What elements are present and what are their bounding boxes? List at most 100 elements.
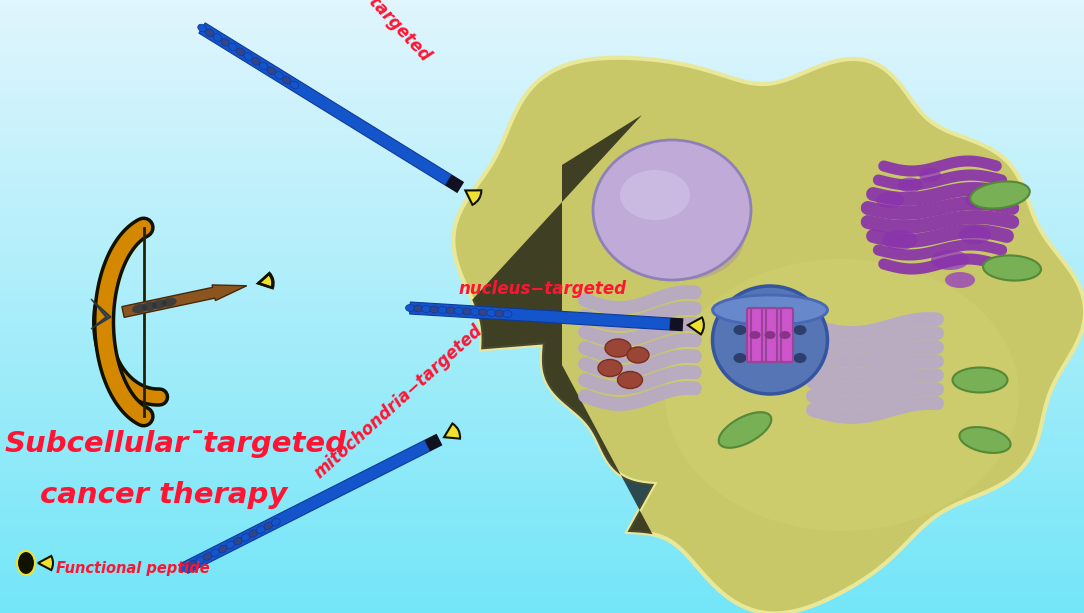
Bar [0,454,1084,458]
Ellipse shape [162,297,177,307]
Ellipse shape [189,560,197,568]
Bar [0,405,1084,409]
Bar [0,524,1084,528]
Bar [0,291,1084,295]
Bar [0,86,1084,90]
Bar [0,126,1084,130]
Ellipse shape [236,48,245,56]
Bar [0,585,1084,590]
Bar [0,110,1084,115]
Bar [0,285,1084,289]
Bar [0,31,1084,35]
Bar [0,92,1084,96]
Ellipse shape [763,325,776,335]
FancyArrow shape [182,440,430,573]
Bar [0,509,1084,513]
Bar [0,518,1084,522]
Bar [0,552,1084,556]
Bar [0,316,1084,320]
FancyArrow shape [425,433,442,451]
Bar [0,257,1084,262]
Bar [0,107,1084,112]
Bar [0,55,1084,59]
FancyBboxPatch shape [777,308,789,362]
Bar [0,426,1084,430]
Bar [0,466,1084,470]
Ellipse shape [749,331,761,339]
Wedge shape [444,424,460,439]
Ellipse shape [919,168,941,182]
Ellipse shape [405,305,414,311]
Bar [0,270,1084,274]
Bar [0,325,1084,329]
Bar [0,147,1084,151]
Bar [0,162,1084,167]
FancyArrow shape [121,285,247,318]
Bar [0,444,1084,449]
Bar [0,337,1084,341]
Ellipse shape [593,140,751,280]
Ellipse shape [219,545,228,552]
Bar [0,500,1084,504]
Bar [0,398,1084,403]
Ellipse shape [206,29,214,37]
Bar [0,123,1084,127]
Ellipse shape [244,53,253,60]
Bar [0,423,1084,427]
Bar [0,211,1084,216]
Ellipse shape [267,67,275,75]
Bar [0,377,1084,381]
Ellipse shape [272,519,281,526]
Bar [0,549,1084,553]
Polygon shape [473,115,654,535]
Bar [0,101,1084,105]
Text: cancer therapy: cancer therapy [40,481,287,509]
FancyBboxPatch shape [751,308,763,362]
Ellipse shape [422,305,430,313]
Bar [0,371,1084,375]
Bar [0,239,1084,243]
Ellipse shape [251,58,260,65]
Polygon shape [91,299,111,329]
Ellipse shape [264,522,273,530]
Wedge shape [688,318,704,335]
Bar [0,279,1084,283]
Bar [0,478,1084,482]
Bar [0,129,1084,133]
Bar [0,362,1084,366]
Ellipse shape [227,541,235,549]
Ellipse shape [664,259,1019,531]
Bar [0,334,1084,338]
Bar [0,205,1084,210]
Bar [0,251,1084,256]
Wedge shape [258,274,272,287]
Ellipse shape [627,347,649,363]
Bar [0,487,1084,492]
Bar [0,196,1084,200]
Bar [0,208,1084,213]
Bar [0,89,1084,93]
Bar [0,588,1084,593]
Bar [0,184,1084,188]
Bar [0,579,1084,584]
Bar [0,58,1084,63]
Bar [0,558,1084,562]
Ellipse shape [965,191,995,208]
Bar [0,402,1084,406]
Ellipse shape [414,305,423,312]
Bar [0,392,1084,397]
Bar [0,573,1084,577]
Ellipse shape [734,353,747,363]
Ellipse shape [625,190,745,280]
Bar [0,515,1084,519]
Bar [0,475,1084,479]
FancyBboxPatch shape [766,308,778,362]
Bar [0,432,1084,436]
Bar [0,199,1084,204]
Bar [0,95,1084,99]
Bar [0,52,1084,56]
Bar [0,546,1084,550]
Ellipse shape [211,549,220,557]
Bar [0,224,1084,228]
Bar [0,359,1084,363]
